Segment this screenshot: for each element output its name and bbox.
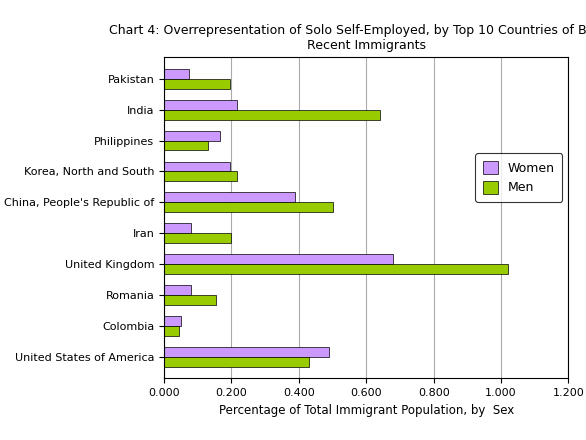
Legend: Women, Men: Women, Men (475, 154, 562, 202)
Bar (164, 131, 220, 141)
Bar (164, 79, 230, 89)
Bar (164, 285, 191, 295)
Bar (164, 233, 231, 243)
Bar (164, 224, 191, 233)
Bar (164, 254, 393, 264)
Bar (164, 69, 189, 79)
Title: Chart 4: Overrepresentation of Solo Self-Employed, by Top 10 Countries of Birth : Chart 4: Overrepresentation of Solo Self… (108, 24, 586, 52)
Bar (164, 172, 237, 181)
Bar (164, 357, 309, 367)
Bar (164, 141, 208, 150)
Bar (164, 202, 332, 212)
Bar (164, 326, 179, 336)
Bar (164, 110, 380, 120)
Bar (164, 100, 237, 110)
Bar (164, 264, 507, 274)
Bar (164, 316, 181, 326)
Bar (164, 347, 329, 357)
Bar (164, 161, 230, 172)
X-axis label: Percentage of Total Immigrant Population, by  Sex: Percentage of Total Immigrant Population… (219, 403, 514, 417)
Bar (164, 192, 295, 202)
Bar (164, 295, 216, 305)
